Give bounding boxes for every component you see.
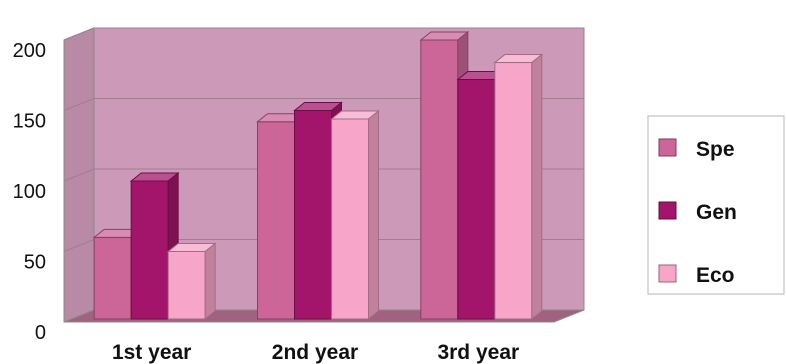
bar-side [368,109,379,321]
legend-label: Spe [696,138,735,161]
legend: Spe Gen Eco [647,115,785,295]
bar-side [531,53,543,321]
legend-label: Eco [696,264,735,287]
bar-front [257,121,295,320]
gridline [63,27,584,41]
y-axis-ticks: 0 50 100 150 200 [13,40,46,344]
x-axis-categories: 1st year 2nd year 3rd year [112,341,519,364]
bar [493,53,544,321]
bar-front [457,78,496,320]
bar-front [294,110,332,320]
y-tick-label: 200 [13,40,46,62]
y-tick-label: 50 [24,252,46,274]
bar [166,242,217,321]
legend-label: Gen [696,201,737,224]
bar-front [167,251,206,320]
legend-swatch [658,264,677,283]
bar-front [420,39,459,320]
y-tick-label: 0 [35,322,46,344]
x-category-label: 3rd year [437,341,519,364]
x-category-label: 2nd year [272,341,358,364]
bar-front [494,62,533,320]
bar-front [331,118,369,320]
legend-swatch [658,201,677,220]
x-category-label: 1st year [112,341,191,364]
y-tick-label: 150 [13,111,46,133]
legend-swatch [658,138,677,157]
bar [129,171,180,321]
y-tick-label: 100 [13,181,46,203]
bar-front [93,236,132,320]
bar-side [204,242,216,321]
bar-front [130,180,169,320]
bar [330,109,380,321]
bars [92,30,544,321]
